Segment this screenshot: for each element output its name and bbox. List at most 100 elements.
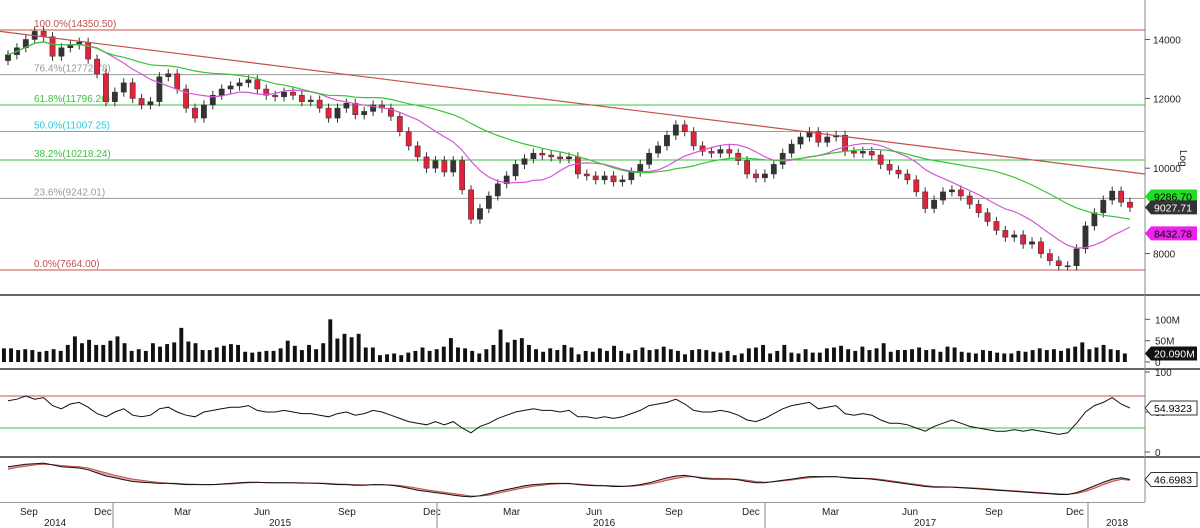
volume-bar-105 <box>746 348 751 362</box>
candle-body-25 <box>227 85 234 90</box>
candle-body-12 <box>111 91 118 102</box>
volume-bar-64 <box>456 347 460 362</box>
candle-body-77 <box>690 131 697 147</box>
volume-bar-142 <box>1009 353 1014 362</box>
candle-body-54 <box>485 195 492 209</box>
volume-bar-138 <box>981 350 985 362</box>
candle-body-69 <box>619 179 626 183</box>
candle-body-125 <box>1118 190 1124 203</box>
candle-body-23 <box>209 95 216 106</box>
price-ytick-label-3: 14000 <box>1153 35 1181 46</box>
volume-bar-44 <box>314 349 319 362</box>
oscillator-signal-line <box>7 463 1131 497</box>
candle-body-20 <box>183 88 189 109</box>
volume-bar-132 <box>938 351 943 362</box>
candle-body-62 <box>557 156 563 160</box>
candle-body-98 <box>877 154 884 165</box>
volume-bar-27 <box>193 343 198 362</box>
candle-body-102 <box>913 179 920 193</box>
candle-body-6 <box>58 47 65 57</box>
volume-bar-101 <box>718 352 723 362</box>
candle-body-38 <box>343 103 350 109</box>
volume-bar-43 <box>307 344 311 362</box>
volume-bar-4 <box>30 350 35 362</box>
price-ytick-label-1: 10000 <box>1153 164 1181 175</box>
volume-bar-49 <box>349 337 354 362</box>
volume-bar-109 <box>775 350 780 362</box>
volume-bar-79 <box>562 344 567 362</box>
volume-bar-63 <box>448 338 453 362</box>
volume-bar-148 <box>1051 349 1056 362</box>
volume-bar-156 <box>1108 349 1113 362</box>
volume-bar-99 <box>704 350 709 362</box>
candle-body-74 <box>664 134 670 147</box>
volume-bar-111 <box>789 352 794 362</box>
candle-body-57 <box>512 164 519 177</box>
volume-bar-75 <box>534 349 538 362</box>
volume-bar-31 <box>221 345 226 362</box>
volume-bar-93 <box>661 346 666 362</box>
candle-body-27 <box>245 79 252 84</box>
volume-bar-140 <box>995 352 1000 362</box>
volume-bar-153 <box>1087 349 1092 362</box>
candle-body-117 <box>1046 253 1053 262</box>
volume-bar-124 <box>881 343 886 362</box>
xtick-month-0: Sep <box>20 507 38 518</box>
price-ytick-label-0: 8000 <box>1153 250 1176 261</box>
volume-bar-137 <box>973 353 978 362</box>
volume-bar-87 <box>619 350 624 362</box>
volume-bar-97 <box>690 350 695 362</box>
volume-bar-104 <box>739 353 744 362</box>
volume-bar-39 <box>278 348 283 362</box>
candle-body-67 <box>601 175 608 181</box>
volume-bar-84 <box>597 348 602 362</box>
volume-bar-158 <box>1122 353 1127 362</box>
candle-body-105 <box>940 191 946 201</box>
candle-body-72 <box>646 152 653 165</box>
volume-bar-129 <box>917 347 922 362</box>
candle-body-85 <box>762 173 768 179</box>
candle-body-100 <box>895 169 902 175</box>
volume-bar-70 <box>498 329 503 362</box>
candle-body-113 <box>1011 234 1018 238</box>
volume-bar-1 <box>9 348 13 362</box>
candle-body-47 <box>423 156 430 169</box>
candle-body-118 <box>1055 260 1062 266</box>
volume-bar-23 <box>165 344 170 362</box>
volume-bar-20 <box>143 350 148 362</box>
candle-body-32 <box>290 91 296 96</box>
volume-bar-86 <box>612 345 617 362</box>
xtick-year-2: 2016 <box>593 518 616 528</box>
fib-label-6: 0.0%(7664.00) <box>34 259 100 270</box>
volume-bar-110 <box>782 344 787 362</box>
volume-bar-125 <box>888 351 893 362</box>
volume-bar-139 <box>988 350 993 362</box>
date-axis-border <box>0 502 1145 503</box>
volume-bar-47 <box>335 338 340 362</box>
volume-ytick-label-0: 0 <box>1155 358 1161 369</box>
volume-bar-85 <box>605 350 609 362</box>
candle-body-0 <box>5 54 11 61</box>
candle-body-19 <box>174 73 181 90</box>
volume-bar-55 <box>392 353 397 362</box>
candle-body-4 <box>40 31 47 37</box>
candle-body-59 <box>530 152 537 160</box>
candle-body-86 <box>770 164 777 175</box>
candle-body-104 <box>931 199 937 209</box>
candle-body-49 <box>441 160 448 173</box>
candle-body-39 <box>352 103 359 115</box>
volume-bar-83 <box>590 351 595 362</box>
candle-body-121 <box>1082 225 1089 250</box>
price-badge-bg-1 <box>1145 200 1197 215</box>
volume-bar-52 <box>370 347 375 362</box>
volume-badge-text: 20.090M <box>1154 348 1195 360</box>
volume-bar-53 <box>378 355 382 362</box>
candle-body-71 <box>637 164 644 173</box>
candle-body-83 <box>744 160 750 175</box>
volume-bar-3 <box>23 349 28 362</box>
candle-body-50 <box>450 160 457 173</box>
volume-bar-108 <box>768 353 773 362</box>
xtick-month-6: Mar <box>503 507 521 518</box>
